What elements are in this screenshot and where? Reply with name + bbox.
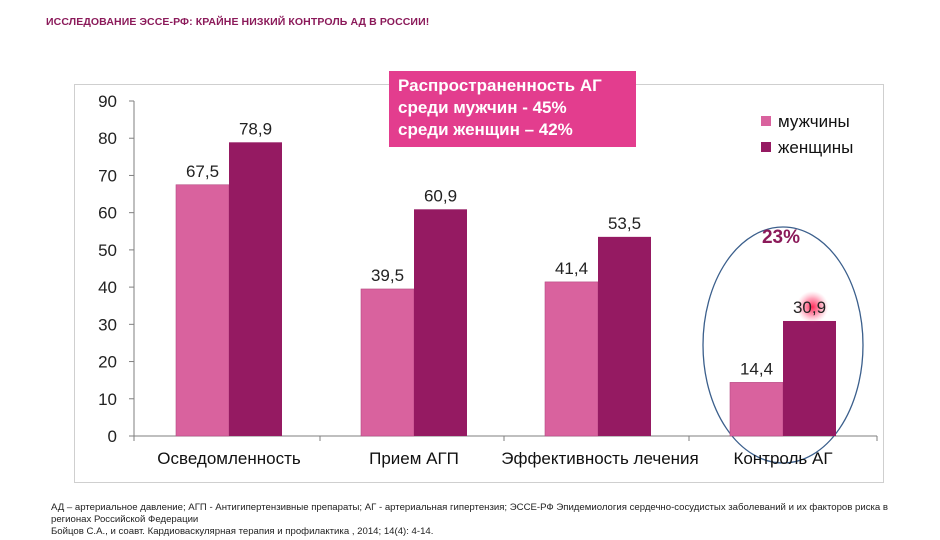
glow-marker [796, 290, 829, 323]
bar-chart: 0 10 20 30 40 50 60 70 80 90 67,5 39,5 41,4 14,4 78,9 6… [98, 92, 878, 468]
y-tick-label: 60 [98, 204, 117, 223]
slide-title: ИССЛЕДОВАНИЕ ЭССЕ-РФ: КРАЙНЕ НИЗКИЙ КОНТ… [46, 16, 430, 28]
bar-women [229, 142, 282, 437]
bar-men [175, 184, 230, 437]
data-label: 53,5 [608, 214, 641, 233]
bar-women [783, 320, 836, 436]
y-tick-label: 80 [98, 129, 117, 148]
y-tick-label: 30 [98, 315, 117, 334]
footnote-reference: Бойцов С.А., и соавт. Кардиоваскулярная … [51, 526, 434, 537]
callout-line-2: среди мужчин - 45% [398, 98, 567, 117]
legend-label: мужчины [778, 112, 850, 131]
data-label: 67,5 [186, 162, 219, 181]
highlight-ellipse [702, 226, 864, 464]
y-tick-label: 0 [108, 427, 117, 446]
legend-swatch-men [761, 116, 771, 126]
category-label: Осведомленность [157, 449, 301, 468]
category-label: Эффективность лечения [501, 449, 699, 468]
footnotes: АД – артериальное давление; АГП - Антиги… [51, 502, 891, 538]
data-label: 14,4 [740, 359, 773, 378]
bar-men [729, 382, 784, 437]
prevalence-callout: Распространенность АГ среди мужчин - 45%… [389, 71, 636, 147]
legend-swatch-women [761, 142, 771, 152]
footnote-abbreviations: АД – артериальное давление; АГП - Антиги… [51, 502, 889, 525]
data-label: 78,9 [239, 119, 272, 138]
category-label: Контроль АГ [733, 449, 832, 468]
y-tick-label: 70 [98, 166, 117, 185]
y-tick-label: 10 [98, 390, 117, 409]
bar-women [598, 236, 651, 436]
callout-line-1: Распространенность АГ [398, 76, 602, 95]
data-label: 41,4 [555, 259, 588, 278]
data-label: 39,5 [371, 266, 404, 285]
category-label: Прием АГП [369, 449, 459, 468]
bar-men [544, 281, 599, 437]
highlight-percent: 23% [762, 227, 800, 248]
data-label: 30,9 [793, 298, 826, 317]
y-tick-label: 50 [98, 241, 117, 260]
bar-women [414, 209, 467, 436]
y-tick-label: 40 [98, 278, 117, 297]
y-tick-label: 20 [98, 353, 117, 372]
callout-line-3: среди женщин – 42% [398, 120, 573, 139]
legend-label: женщины [778, 138, 853, 157]
bar-men [360, 288, 415, 437]
y-tick-label: 90 [98, 92, 117, 111]
data-label: 60,9 [424, 186, 457, 205]
